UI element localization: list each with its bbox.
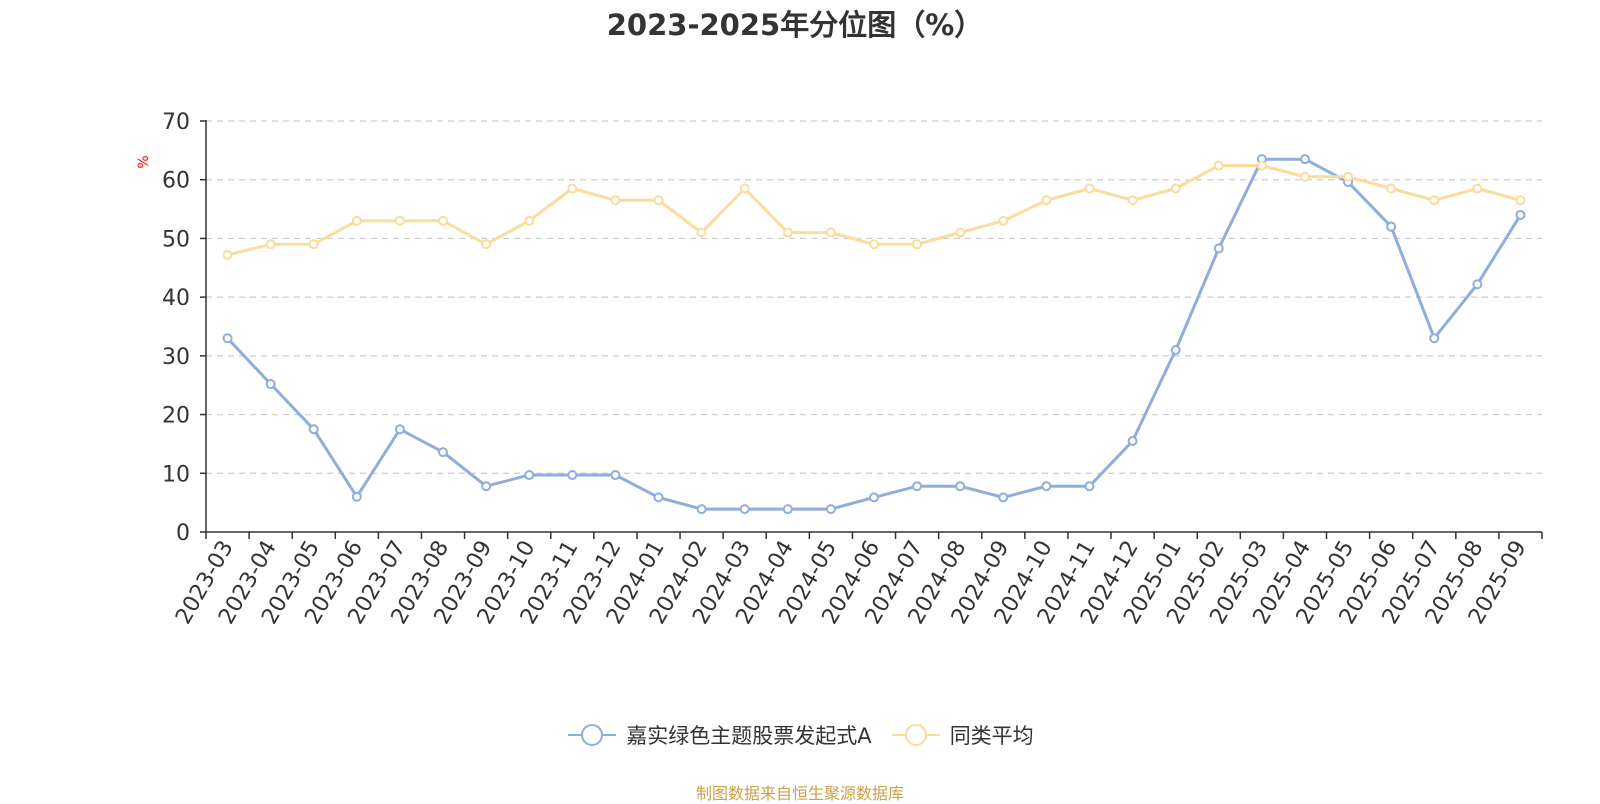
data-point-0 bbox=[696, 504, 707, 515]
y-tick-label: 30 bbox=[162, 345, 190, 370]
chart-title: 2023-2025年分位图（%） bbox=[606, 8, 984, 42]
data-point-0 bbox=[1213, 243, 1224, 254]
data-point-1 bbox=[1170, 183, 1181, 194]
legend-label-peer-average: 同类平均 bbox=[949, 724, 1034, 748]
y-tick-label: 60 bbox=[162, 169, 190, 194]
chart-legend: 嘉实绿色主题股票发起式A 同类平均 bbox=[0, 720, 1600, 750]
data-point-1 bbox=[955, 227, 966, 238]
y-tick-label: 40 bbox=[162, 286, 190, 311]
data-point-0 bbox=[1515, 209, 1526, 220]
data-point-1 bbox=[869, 239, 879, 250]
y-tick-label: 50 bbox=[162, 227, 190, 252]
data-point-1 bbox=[1084, 183, 1095, 194]
data-point-1 bbox=[653, 195, 664, 206]
data-point-1 bbox=[1515, 195, 1526, 206]
data-point-0 bbox=[610, 470, 621, 481]
data-point-1 bbox=[825, 227, 836, 238]
data-point-1 bbox=[1041, 195, 1052, 206]
data-point-0 bbox=[739, 504, 750, 515]
data-point-1 bbox=[739, 183, 750, 194]
data-point-1 bbox=[524, 215, 535, 226]
data-point-1 bbox=[998, 215, 1009, 226]
data-point-1 bbox=[1213, 160, 1224, 171]
legend-line-marker-icon bbox=[568, 724, 617, 746]
data-point-1 bbox=[1127, 195, 1138, 206]
data-point-0 bbox=[1429, 333, 1440, 344]
data-point-1 bbox=[782, 227, 793, 238]
y-tick-label: 20 bbox=[162, 404, 190, 429]
data-point-0 bbox=[481, 481, 492, 492]
data-point-0 bbox=[1386, 221, 1397, 232]
data-point-1 bbox=[610, 195, 621, 206]
data-point-0 bbox=[782, 504, 793, 515]
series-line-0 bbox=[226, 157, 1522, 511]
data-point-1 bbox=[1386, 183, 1397, 194]
data-point-1 bbox=[1429, 195, 1440, 206]
data-point-1 bbox=[222, 249, 233, 260]
data-point-0 bbox=[998, 492, 1009, 503]
data-point-0 bbox=[1299, 154, 1310, 165]
data-point-0 bbox=[265, 379, 276, 390]
data-point-0 bbox=[912, 481, 923, 492]
data-point-0 bbox=[351, 491, 362, 502]
data-point-1 bbox=[567, 183, 578, 194]
legend-line-marker-icon bbox=[891, 724, 940, 746]
data-point-0 bbox=[567, 470, 578, 481]
data-point-0 bbox=[1127, 435, 1138, 446]
data-point-0 bbox=[1084, 481, 1095, 492]
data-point-0 bbox=[394, 424, 405, 435]
data-point-1 bbox=[481, 239, 492, 250]
y-axis-label: % bbox=[136, 155, 152, 168]
data-point-1 bbox=[394, 215, 405, 226]
data-point-0 bbox=[438, 447, 449, 458]
data-point-1 bbox=[351, 215, 362, 226]
data-point-1 bbox=[696, 227, 707, 238]
legend-item-fund[interactable]: 嘉实绿色主题股票发起式A bbox=[566, 720, 872, 750]
data-point-1 bbox=[438, 215, 449, 226]
data-point-1 bbox=[1256, 160, 1267, 171]
line-chart: 010203040506070%2023-032023-042023-05202… bbox=[136, 110, 1543, 629]
data-point-0 bbox=[524, 470, 535, 481]
data-point-1 bbox=[308, 239, 319, 250]
data-point-1 bbox=[1299, 171, 1310, 182]
data-point-0 bbox=[955, 481, 966, 492]
y-tick-label: 10 bbox=[162, 462, 190, 487]
data-point-1 bbox=[1472, 183, 1483, 194]
source-note: 制图数据来自恒生聚源数据库 bbox=[695, 784, 904, 803]
y-tick-label: 0 bbox=[176, 521, 190, 546]
data-point-0 bbox=[653, 492, 664, 503]
data-point-0 bbox=[1170, 344, 1181, 355]
legend-label-fund: 嘉实绿色主题股票发起式A bbox=[626, 724, 872, 748]
data-point-1 bbox=[912, 239, 923, 250]
data-point-0 bbox=[1041, 481, 1052, 492]
data-point-0 bbox=[1472, 279, 1483, 290]
data-point-1 bbox=[265, 239, 276, 250]
data-point-0 bbox=[825, 504, 836, 515]
data-point-1 bbox=[1343, 171, 1354, 182]
legend-item-peer-average[interactable]: 同类平均 bbox=[890, 720, 1034, 750]
data-point-0 bbox=[222, 333, 233, 344]
data-point-0 bbox=[308, 424, 319, 435]
y-tick-label: 70 bbox=[162, 110, 190, 135]
data-point-0 bbox=[869, 492, 879, 503]
